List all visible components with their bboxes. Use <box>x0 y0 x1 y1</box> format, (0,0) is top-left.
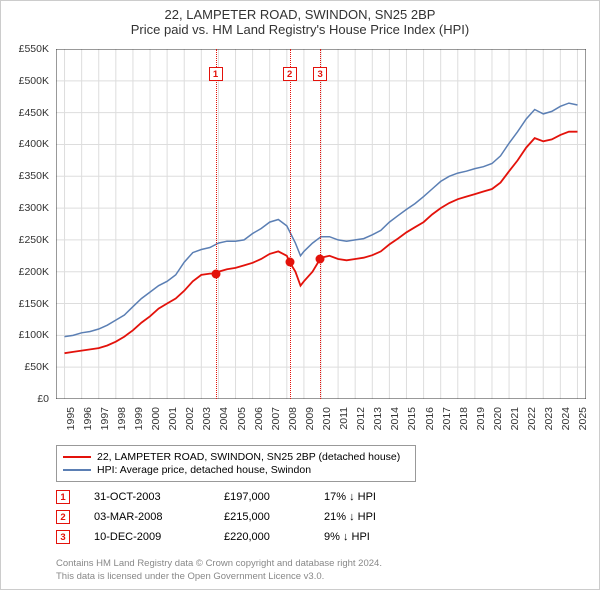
x-tick-label: 2015 <box>406 407 418 430</box>
y-tick-label: £0 <box>37 393 49 405</box>
legend-swatch-hpi <box>63 469 91 471</box>
sale-diff: 17% ↓ HPI <box>324 491 424 503</box>
sale-date: 03-MAR-2008 <box>94 511 224 523</box>
x-tick-label: 2016 <box>424 407 436 430</box>
sale-row: 2 03-MAR-2008£215,00021% ↓ HPI <box>56 507 536 527</box>
x-tick-label: 1999 <box>133 407 145 430</box>
x-tick-label: 2017 <box>441 407 453 430</box>
y-tick-label: £50K <box>24 361 49 373</box>
sale-marker-box: 2 <box>283 67 297 81</box>
sale-marker-box: 3 <box>313 67 327 81</box>
x-tick-label: 2006 <box>253 407 265 430</box>
chart-container: 22, LAMPETER ROAD, SWINDON, SN25 2BP Pri… <box>0 0 600 590</box>
sale-price: £215,000 <box>224 511 324 523</box>
sale-row-marker: 2 <box>56 510 70 524</box>
plot-area: 1 2 3 <box>56 49 586 399</box>
sale-row-marker: 1 <box>56 490 70 504</box>
legend: 22, LAMPETER ROAD, SWINDON, SN25 2BP (de… <box>56 445 416 482</box>
x-tick-label: 2018 <box>458 407 470 430</box>
x-tick-label: 2002 <box>184 407 196 430</box>
x-tick-label: 2014 <box>389 407 401 430</box>
legend-item-hpi: HPI: Average price, detached house, Swin… <box>63 464 409 476</box>
x-tick-label: 2005 <box>236 407 248 430</box>
legend-item-property: 22, LAMPETER ROAD, SWINDON, SN25 2BP (de… <box>63 451 409 463</box>
y-tick-label: £150K <box>19 298 49 310</box>
x-axis: 1995 1996 1997 1998 1999 2000 2001 2002 2003 2004… <box>56 401 586 445</box>
y-tick-label: £550K <box>19 43 49 55</box>
sale-row-marker: 3 <box>56 530 70 544</box>
chart-title-line2: Price paid vs. HM Land Registry's House … <box>1 22 599 37</box>
x-tick-label: 2012 <box>355 407 367 430</box>
y-tick-label: £400K <box>19 138 49 150</box>
footer: Contains HM Land Registry data © Crown c… <box>56 558 382 583</box>
x-tick-label: 2024 <box>560 407 572 430</box>
x-tick-label: 2000 <box>150 407 162 430</box>
x-tick-label: 2020 <box>492 407 504 430</box>
sale-marker-box: 1 <box>209 67 223 81</box>
y-tick-label: £500K <box>19 75 49 87</box>
x-tick-label: 2003 <box>201 407 213 430</box>
sale-marker-line <box>320 49 321 399</box>
y-tick-label: £450K <box>19 107 49 119</box>
sale-point <box>211 269 220 278</box>
x-tick-label: 2009 <box>304 407 316 430</box>
sale-point <box>285 258 294 267</box>
x-tick-label: 1998 <box>116 407 128 430</box>
y-tick-label: £300K <box>19 202 49 214</box>
x-tick-label: 2022 <box>526 407 538 430</box>
x-tick-label: 2021 <box>509 407 521 430</box>
x-tick-label: 2019 <box>475 407 487 430</box>
footer-line2: This data is licensed under the Open Gov… <box>56 571 382 583</box>
x-tick-label: 2001 <box>167 407 179 430</box>
x-tick-label: 1997 <box>99 407 111 430</box>
y-tick-label: £350K <box>19 170 49 182</box>
x-tick-label: 2004 <box>218 407 230 430</box>
x-tick-label: 2013 <box>372 407 384 430</box>
legend-label-hpi: HPI: Average price, detached house, Swin… <box>97 464 311 476</box>
y-tick-label: £100K <box>19 329 49 341</box>
sale-diff: 21% ↓ HPI <box>324 511 424 523</box>
chart-title-line1: 22, LAMPETER ROAD, SWINDON, SN25 2BP <box>1 7 599 22</box>
sale-date: 31-OCT-2003 <box>94 491 224 503</box>
y-tick-label: £250K <box>19 234 49 246</box>
sale-row: 3 10-DEC-2009£220,0009% ↓ HPI <box>56 527 536 547</box>
x-tick-label: 2025 <box>577 407 589 430</box>
sales-table: 1 31-OCT-2003£197,00017% ↓ HPI 2 03-MAR-200… <box>56 487 536 547</box>
x-tick-label: 1995 <box>65 407 77 430</box>
x-tick-label: 2023 <box>543 407 555 430</box>
sale-date: 10-DEC-2009 <box>94 531 224 543</box>
x-tick-label: 1996 <box>82 407 94 430</box>
x-tick-label: 2010 <box>321 407 333 430</box>
sale-price: £197,000 <box>224 491 324 503</box>
title-block: 22, LAMPETER ROAD, SWINDON, SN25 2BP Pri… <box>1 1 599 41</box>
x-tick-label: 2007 <box>270 407 282 430</box>
y-axis: £0£50K£100K£150K£200K£250K£300K£350K£400… <box>1 49 53 399</box>
legend-swatch-property <box>63 456 91 458</box>
sale-point <box>316 255 325 264</box>
sale-diff: 9% ↓ HPI <box>324 531 424 543</box>
y-tick-label: £200K <box>19 266 49 278</box>
sale-marker-line <box>290 49 291 399</box>
sale-row: 1 31-OCT-2003£197,00017% ↓ HPI <box>56 487 536 507</box>
footer-line1: Contains HM Land Registry data © Crown c… <box>56 558 382 570</box>
x-tick-label: 2008 <box>287 407 299 430</box>
x-tick-label: 2011 <box>338 407 350 430</box>
legend-label-property: 22, LAMPETER ROAD, SWINDON, SN25 2BP (de… <box>97 451 400 463</box>
sale-marker-line <box>216 49 217 399</box>
sale-price: £220,000 <box>224 531 324 543</box>
